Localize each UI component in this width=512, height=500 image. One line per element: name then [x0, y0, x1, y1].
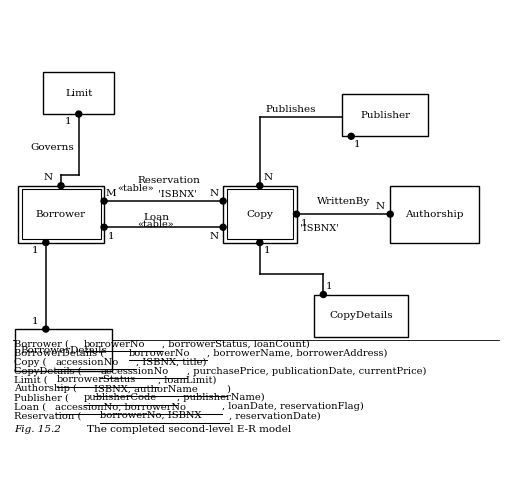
Circle shape	[43, 240, 49, 246]
Text: Copy (: Copy (	[14, 358, 46, 366]
Text: , borrowerName, borrowerAddress): , borrowerName, borrowerAddress)	[207, 349, 388, 358]
FancyBboxPatch shape	[22, 189, 100, 239]
Text: borrowerNo: borrowerNo	[129, 349, 190, 358]
Circle shape	[58, 183, 64, 188]
Text: BorrowerDetails (: BorrowerDetails (	[14, 349, 104, 358]
Text: , reservationDate): , reservationDate)	[229, 411, 321, 420]
Text: 1: 1	[264, 246, 270, 255]
Circle shape	[101, 198, 107, 204]
Text: N: N	[209, 232, 219, 240]
Text: 1: 1	[31, 246, 38, 255]
Text: 1: 1	[354, 140, 360, 148]
Text: accesssionNo: accesssionNo	[100, 366, 168, 376]
Text: Authorship: Authorship	[406, 210, 464, 218]
Text: , purchasePrice, publicationDate, currentPrice): , purchasePrice, publicationDate, curren…	[187, 366, 427, 376]
Text: Publisher: Publisher	[360, 111, 410, 120]
Text: Publishes: Publishes	[266, 104, 316, 114]
FancyBboxPatch shape	[390, 186, 479, 242]
Text: Limit (: Limit (	[14, 376, 48, 384]
Text: M: M	[106, 188, 116, 198]
Circle shape	[220, 224, 226, 230]
Circle shape	[348, 134, 354, 139]
Text: publisherCode: publisherCode	[84, 394, 157, 402]
Text: borrowerStatus: borrowerStatus	[57, 376, 136, 384]
Text: ): )	[227, 384, 230, 394]
Text: CopyDetails: CopyDetails	[329, 311, 393, 320]
Text: «table»: «table»	[138, 220, 174, 230]
Circle shape	[76, 111, 82, 117]
Circle shape	[257, 240, 263, 246]
Text: , borrowerStatus, loanCount): , borrowerStatus, loanCount)	[162, 340, 310, 349]
Text: , ISBNX, title): , ISBNX, title)	[136, 358, 206, 366]
Text: WrittenBy: WrittenBy	[317, 197, 370, 206]
Text: Borrower: Borrower	[36, 210, 86, 218]
Circle shape	[101, 224, 107, 230]
Text: 1: 1	[108, 232, 115, 240]
Text: Publisher (: Publisher (	[14, 394, 69, 402]
Text: ISBNX, authorName: ISBNX, authorName	[94, 384, 198, 394]
FancyBboxPatch shape	[314, 294, 408, 337]
Circle shape	[257, 183, 263, 188]
Text: Loan: Loan	[143, 213, 169, 222]
Circle shape	[220, 198, 226, 204]
Text: Loan (: Loan (	[14, 402, 46, 411]
Text: Fig. 15.2: Fig. 15.2	[14, 425, 61, 434]
FancyBboxPatch shape	[15, 329, 112, 371]
Text: borrowerNo: borrowerNo	[84, 340, 145, 349]
Text: 'ISBNX': 'ISBNX'	[158, 190, 197, 199]
Text: Limit: Limit	[65, 88, 93, 98]
Text: , publisherName): , publisherName)	[177, 393, 265, 402]
Text: , loanLimit): , loanLimit)	[158, 376, 217, 384]
Circle shape	[321, 292, 326, 298]
Text: N: N	[44, 174, 52, 182]
Circle shape	[43, 326, 49, 332]
Circle shape	[387, 211, 393, 217]
Text: CopyDetails (: CopyDetails (	[14, 366, 81, 376]
Text: 1: 1	[65, 118, 71, 126]
Text: 1: 1	[31, 316, 38, 326]
Text: , loanDate, reservationFlag): , loanDate, reservationFlag)	[222, 402, 364, 411]
Text: accessionNo, borrowerNo: accessionNo, borrowerNo	[55, 402, 186, 411]
Text: Borrower (: Borrower (	[14, 340, 69, 349]
Text: 'ISBNX': 'ISBNX'	[300, 224, 339, 234]
Text: Governs: Governs	[31, 143, 74, 152]
Text: borrowerNo, ISBNX: borrowerNo, ISBNX	[100, 411, 201, 420]
FancyBboxPatch shape	[227, 189, 293, 239]
Text: N: N	[375, 202, 385, 210]
Text: accessionNo: accessionNo	[55, 358, 118, 366]
FancyBboxPatch shape	[44, 72, 114, 114]
Text: «table»: «table»	[117, 184, 154, 192]
Text: N: N	[263, 174, 272, 182]
Text: Authorship (: Authorship (	[14, 384, 77, 394]
FancyBboxPatch shape	[342, 94, 428, 136]
Text: Reservation: Reservation	[137, 176, 200, 185]
Text: 1: 1	[301, 218, 307, 228]
Text: Reservation (: Reservation (	[14, 411, 81, 420]
Text: Copy: Copy	[246, 210, 273, 218]
Text: 1: 1	[326, 282, 333, 291]
Text: BorrowerDetails: BorrowerDetails	[20, 346, 107, 354]
FancyBboxPatch shape	[223, 186, 296, 242]
Text: N: N	[209, 188, 219, 198]
FancyBboxPatch shape	[18, 186, 104, 242]
Circle shape	[293, 211, 300, 217]
Text: The completed second-level E-R model: The completed second-level E-R model	[74, 425, 291, 434]
